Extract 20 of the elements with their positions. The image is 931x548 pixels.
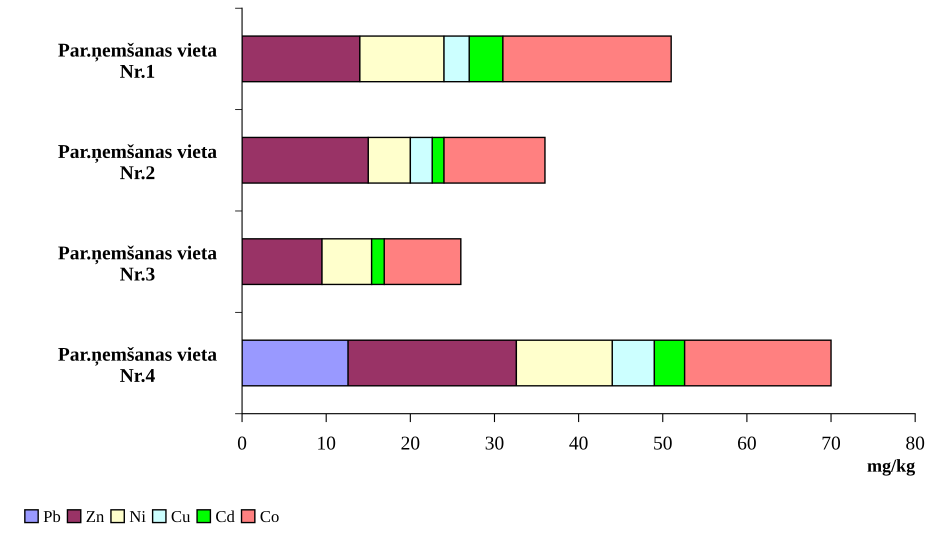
y-tick-label: Par.ņemšanas vieta Nr.2 <box>58 144 217 180</box>
legend-label: Cd <box>216 510 235 522</box>
x-tick-label: 30 <box>486 436 504 450</box>
legend-label: Ni <box>130 510 146 522</box>
x-tick-label: 40 <box>569 436 588 450</box>
x-tick-label: 60 <box>738 436 756 450</box>
y-tick-label: Par.ņemšanas vieta Nr.3 <box>58 246 217 281</box>
x-tick-label: 70 <box>822 436 840 450</box>
x-tick-label: 80 <box>906 436 924 450</box>
legend-label: Cu <box>172 510 190 522</box>
legend-label: Co <box>260 510 279 522</box>
x-tick-label: 50 <box>654 436 672 450</box>
y-tick-label: Par.ņemšanas vieta Nr.1 <box>58 42 217 78</box>
x-tick-label: 10 <box>318 436 336 450</box>
y-tick-label: Par.ņemšanas vieta Nr.4 <box>58 346 217 382</box>
x-axis-title: mg/kg <box>868 459 915 476</box>
x-tick-label: 20 <box>401 436 420 450</box>
legend-label: Pb <box>44 510 60 522</box>
legend-label: Zn <box>86 511 104 522</box>
x-tick-label: 0 <box>238 436 246 450</box>
